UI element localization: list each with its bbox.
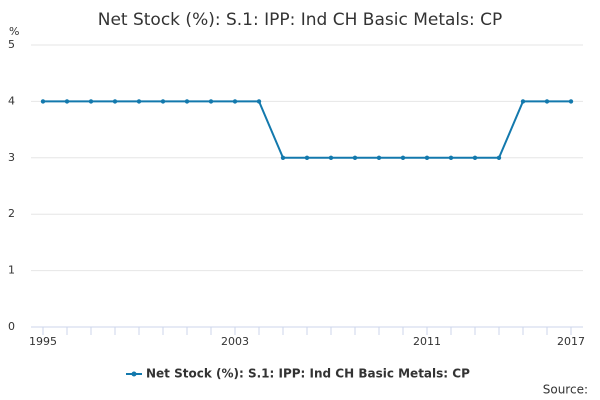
data-point [64, 99, 70, 104]
data-point [400, 155, 406, 160]
y-tick-label: 1 [8, 264, 15, 277]
series-line [43, 100, 571, 159]
data-point [472, 155, 478, 160]
data-point [160, 99, 166, 104]
data-point [232, 99, 238, 104]
x-tick-label: 1995 [29, 335, 57, 348]
y-tick-label: 4 [8, 94, 15, 107]
source: Source: [543, 383, 588, 397]
x-tick-label: 2003 [221, 335, 249, 348]
data-point [40, 99, 46, 104]
y-tick-label: 5 [8, 38, 15, 51]
data-point [568, 99, 574, 104]
data-point [304, 155, 310, 160]
data-point [136, 99, 142, 104]
chart-title: Net Stock (%): S.1: IPP: Ind CH Basic Me… [98, 10, 503, 30]
data-point [112, 99, 118, 104]
y-tick-label: 3 [8, 151, 15, 164]
legend-label: Net Stock (%): S.1: IPP: Ind CH Basic Me… [146, 367, 470, 381]
data-point [520, 99, 526, 104]
data-point [352, 155, 358, 160]
data-point [208, 99, 214, 104]
x-tick-label: 2017 [557, 335, 585, 348]
data-point [424, 155, 430, 160]
data-point [544, 99, 550, 104]
y-axis-label: % [9, 25, 19, 38]
data-point [328, 155, 334, 160]
data-point [376, 155, 382, 160]
x-tick-label: 2011 [413, 335, 441, 348]
data-point [448, 155, 454, 160]
data-point [496, 155, 502, 160]
y-tick-label: 0 [8, 320, 15, 333]
data-point [88, 99, 94, 104]
data-point [184, 99, 190, 104]
legend-symbol-dot [131, 371, 137, 377]
y-tick-label: 2 [8, 207, 15, 220]
data-point [256, 99, 262, 104]
data-point [280, 155, 286, 160]
